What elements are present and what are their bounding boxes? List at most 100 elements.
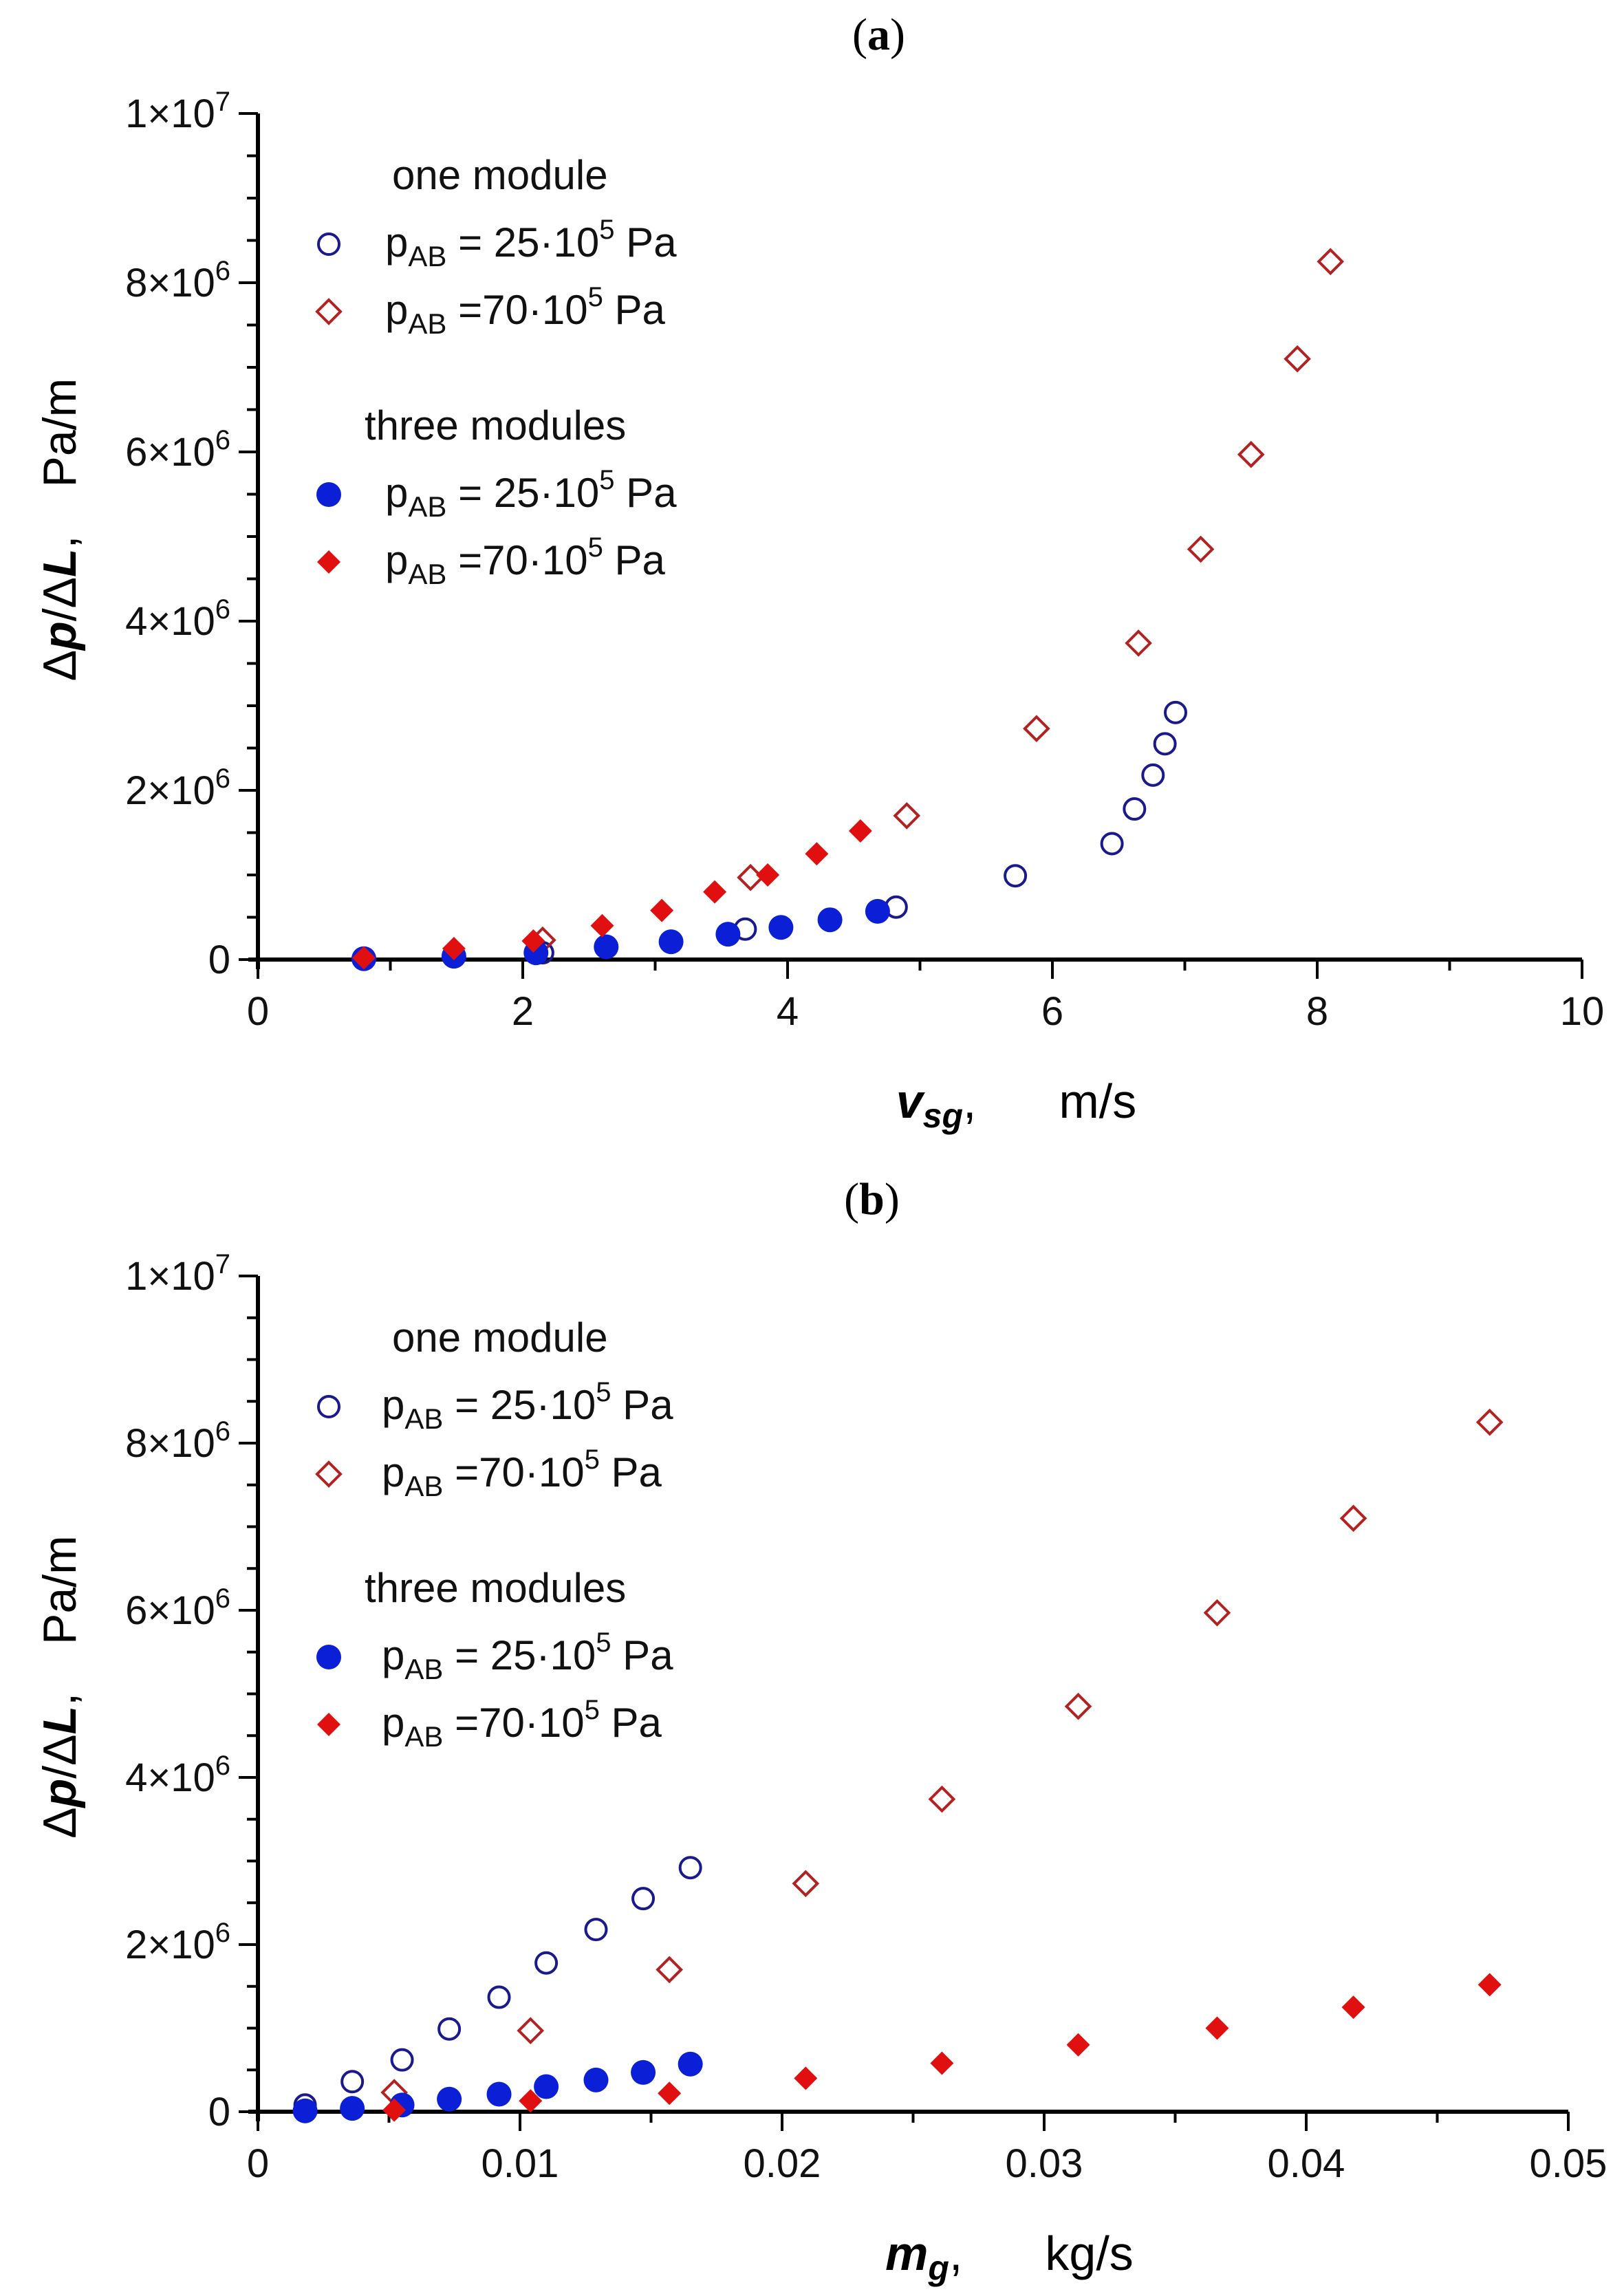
legend-sup: 5 [585,1695,600,1725]
panel-title: (b) [844,1174,900,1224]
y-tick-exponent: 7 [215,87,230,117]
series-3 [352,819,872,970]
legend-sub: AB [404,1653,443,1685]
legend-entry: pAB = 25·105 Pa [382,1627,673,1685]
legend-entry: pAB =70·105 Pa [382,1444,662,1502]
legend-eq: = 25·10 [443,1632,596,1678]
legend-p: p [385,470,408,516]
x-tick-label: 10 [1560,989,1605,1034]
y-tick-exponent: 6 [215,1416,230,1447]
legend-marker [316,1645,341,1669]
legend-eq: =70·10 [443,1449,584,1495]
data-point [534,2074,559,2099]
legend-marker [316,482,341,507]
x-axis-label: mg, kg/s [885,2227,1134,2287]
legend-unit: Pa [611,1382,674,1428]
legend-marker [317,232,340,256]
xlabel-sub: g [927,2249,949,2287]
y-tick-label: 4×106 [125,594,230,644]
legend-sup: 5 [588,532,603,563]
y-tick-label: 1×107 [125,1249,230,1299]
y-tick-exponent: 6 [215,1583,230,1614]
data-point [656,1956,683,1984]
ylabel-L: L [34,548,86,577]
data-point [650,898,674,922]
y-tick-mantissa: 1×10 [125,91,215,136]
legend-unit: Pa [603,537,666,583]
data-point [352,946,376,970]
legend-entry: pAB = 25·105 Pa [382,1377,673,1435]
y-tick-exponent: 6 [215,594,230,625]
legend-p: p [385,287,408,333]
data-point [583,2067,609,2092]
xlabel-sub: sg [923,1096,963,1135]
y-tick-label: 6×106 [125,1583,230,1633]
y-tick-label: 0 [208,938,230,982]
data-point [584,1918,608,1942]
data-point [756,863,780,887]
data-point [1475,1408,1504,1436]
legend-p: p [385,219,408,266]
series-0 [530,700,1188,965]
legend-group-title: three modules [365,402,626,448]
data-point [794,2066,818,2090]
ylabel-unit: Pa/m [34,378,86,488]
legend-unit: Pa [611,1632,674,1678]
xlabel-unit: kg/s [1045,2227,1133,2280]
panel-title-letter: a [867,10,890,60]
data-point [1237,440,1265,468]
x-tick-label: 8 [1306,989,1328,1034]
data-point [1341,1995,1365,2020]
x-tick-label: 0 [247,2141,269,2186]
legend-sup: 5 [596,1627,611,1658]
legend-group-title: three modules [365,1565,626,1611]
legend-eq: = 25·10 [446,219,599,266]
legend-p: p [385,537,408,583]
data-point [631,2059,656,2085]
legend-marker [317,1713,340,1736]
data-point [1477,1973,1502,1997]
data-point [1004,864,1028,888]
panel-a: (a)0 2 4 6 8 1002×1064×1066×1068×1061×107Δp/Δ… [34,10,1604,1135]
legend-p: p [382,1382,404,1428]
ylabel-L: L [34,1706,86,1735]
legend-entry: pAB =70·105 Pa [385,282,666,340]
panel-title-paren: ( [852,10,867,60]
legend-group-title: one module [392,1314,608,1361]
data-point [340,2096,365,2121]
legend-unit: Pa [600,1449,662,1495]
y-tick-mantissa: 0 [208,938,230,982]
data-point [1203,1599,1231,1627]
data-point [792,1870,820,1898]
legend-eq: =70·10 [446,537,587,583]
legend-entry: pAB =70·105 Pa [385,532,666,590]
legend-marker [317,1395,340,1418]
data-point [658,2081,682,2106]
legend-unit: Pa [600,1700,662,1746]
ylabel-comma: , [34,535,86,548]
panel-title-paren: ) [885,1174,900,1224]
panel-title-paren: ) [890,10,905,60]
data-point [1339,1504,1367,1533]
data-point [437,2017,462,2041]
y-tick-mantissa: 6×10 [125,1588,215,1633]
legend-entry: pAB =70·105 Pa [382,1695,662,1753]
y-tick-exponent: 6 [215,1918,230,1948]
x-axis-label: vsg, m/s [896,1074,1137,1135]
xlabel-var: v [896,1074,926,1128]
x-tick-label: 0 [247,989,269,1034]
data-point [1164,700,1188,724]
data-point [521,929,545,953]
ylabel-comma: , [34,1693,86,1706]
y-tick-exponent: 7 [215,1249,230,1279]
y-axis-label: Δp/ΔL, Pa/m [34,1535,86,1838]
y-tick-mantissa: 4×10 [125,599,215,644]
data-point [678,2051,703,2077]
y-tick-exponent: 6 [215,256,230,286]
data-point [1100,832,1124,856]
data-point [805,842,829,866]
panel-title-letter: b [859,1174,885,1224]
data-point [1064,1692,1092,1720]
data-point [928,1785,956,1813]
